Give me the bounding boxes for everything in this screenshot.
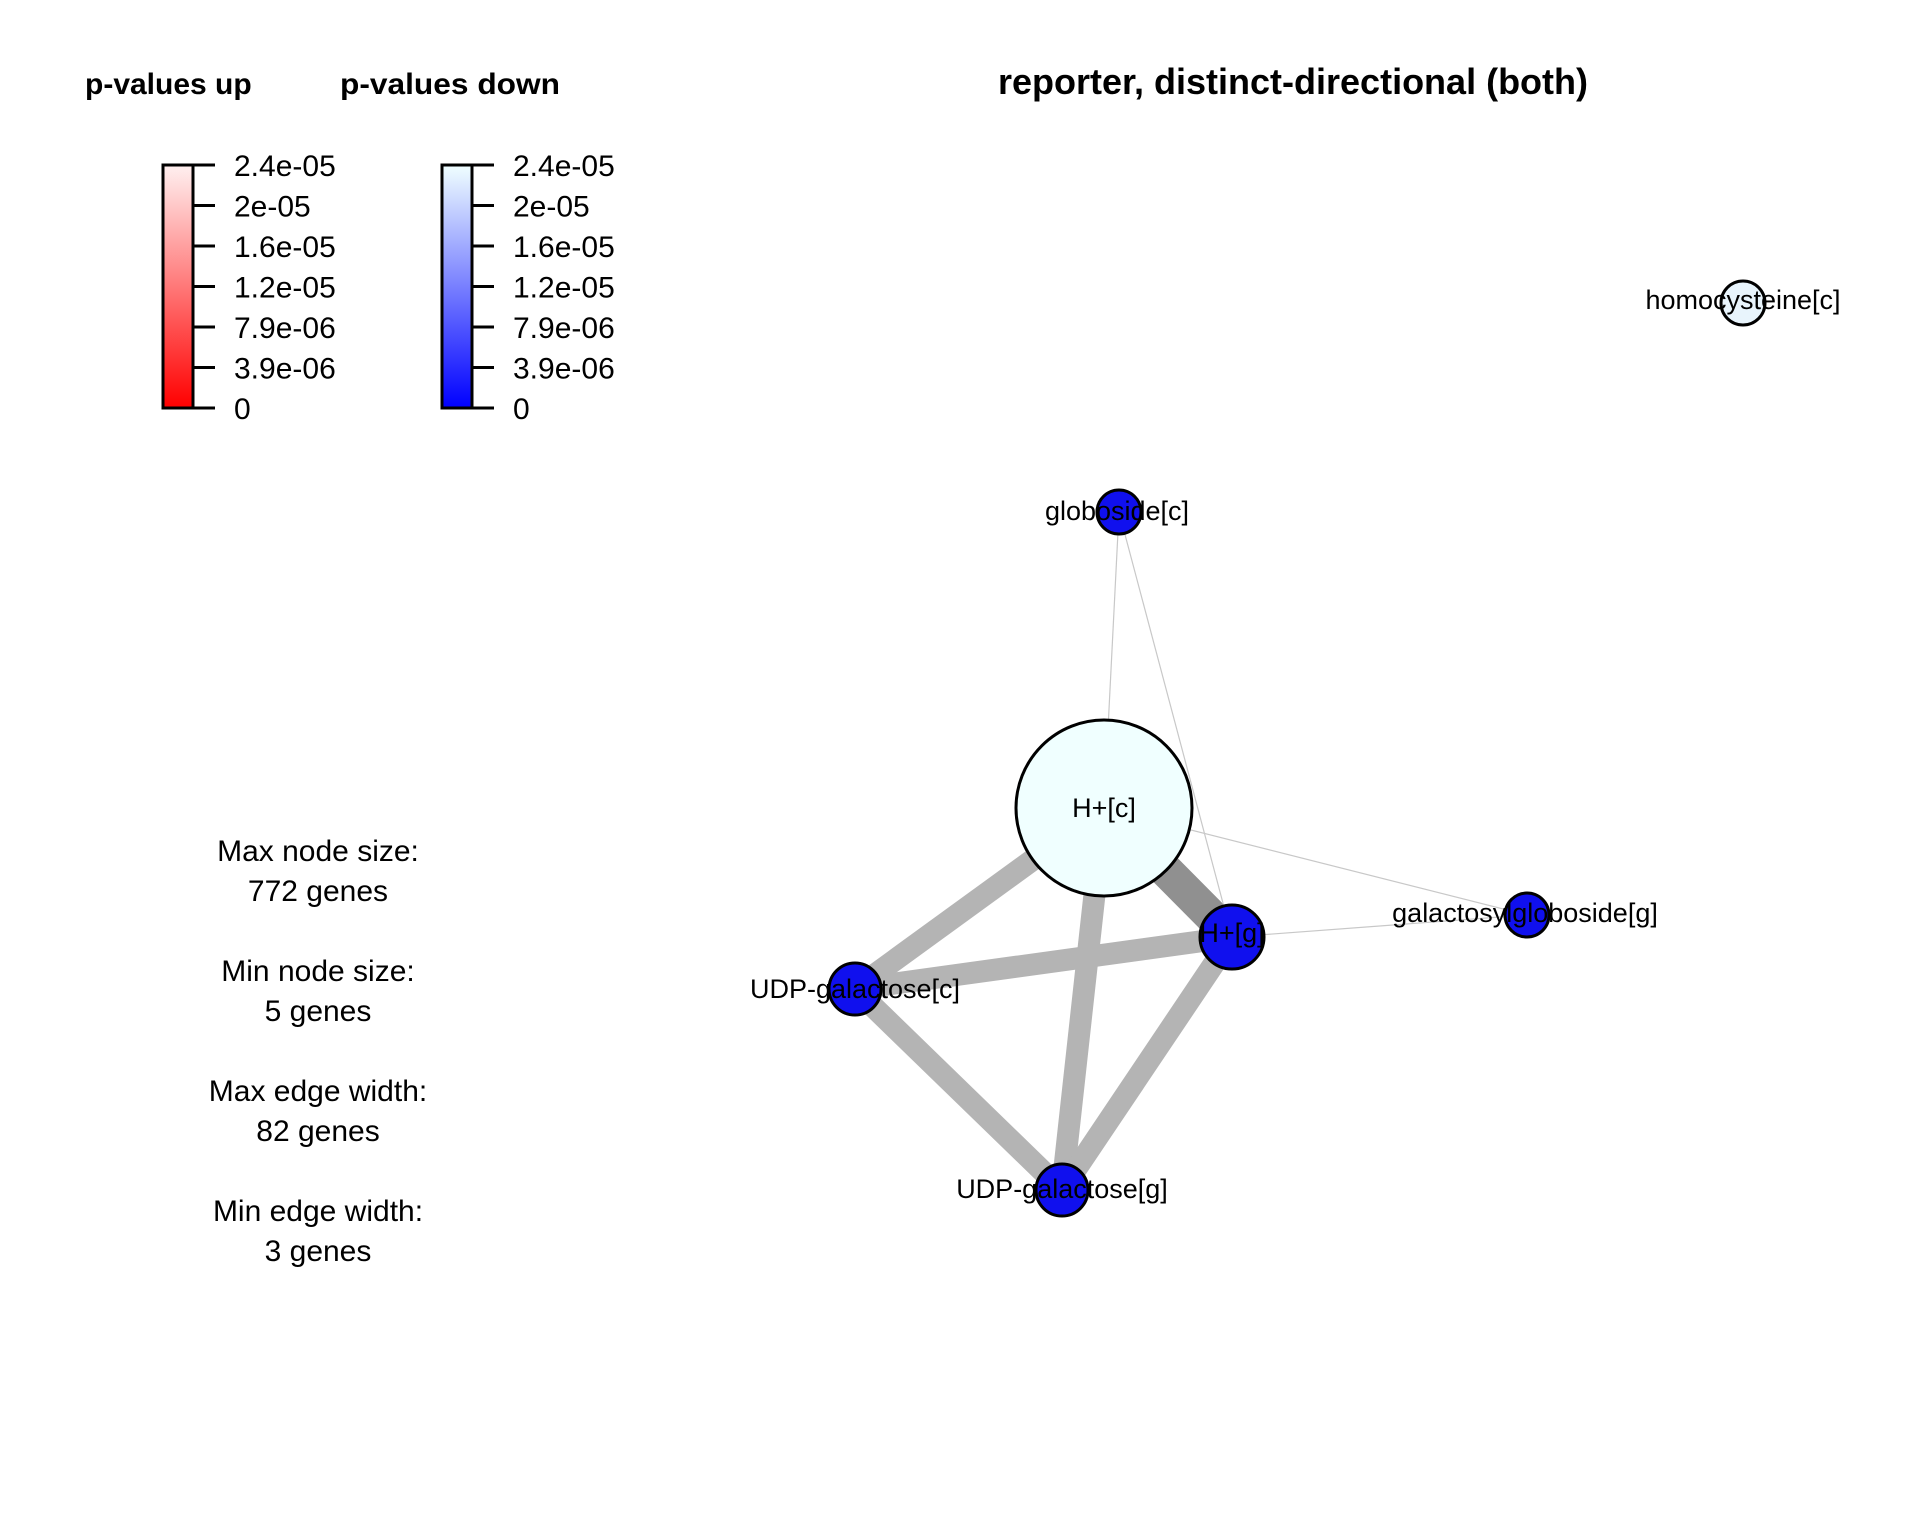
legend-up-tick-label: 1.2e-05 [234, 272, 336, 305]
min-node-size-label: Min node size: [221, 955, 414, 988]
legend-up-tick-label: 0 [234, 393, 251, 426]
max-node-size-label: Max node size: [217, 835, 419, 868]
chart-title: reporter, distinct-directional (both) [998, 61, 1588, 102]
legend-down-colorbar [440, 163, 474, 410]
legend-down-tick-label: 0 [513, 393, 530, 426]
max-edge-width-label: Max edge width: [209, 1075, 427, 1108]
legend-up: p-values up 2.4e-05 2e-05 1.6e-05 1.2e-05 7.… [85, 68, 336, 426]
legend-up-colorbar [161, 163, 195, 410]
legend-up-title: p-values up [85, 68, 252, 101]
legend-down-tick-label: 1.6e-05 [513, 231, 615, 264]
edges [847, 511, 1528, 1198]
min-edge-width-value: 3 genes [265, 1235, 372, 1268]
edge-globc-hg [1118, 511, 1233, 938]
node-label-udpc: UDP-galactose[c] [750, 974, 960, 1004]
size-stats: Max node size: 772 genes Min node size: … [209, 835, 427, 1268]
legend-down-title: p-values down [340, 68, 560, 101]
legend-down-ticks: 2.4e-05 2e-05 1.6e-05 1.2e-05 7.9e-06 3.9e-06… [472, 150, 615, 426]
node-galg [1503, 891, 1551, 939]
node-label-hc: H+[c] [1072, 793, 1136, 823]
edge-udpc-hg [853, 926, 1234, 1000]
edge-hg-galg [1231, 914, 1528, 938]
legend-down-tick-label: 3.9e-06 [513, 353, 615, 386]
legend-down-tick-label: 2e-05 [513, 191, 590, 224]
edge-udpg-hg [1052, 930, 1242, 1197]
node-udpc [827, 961, 883, 1017]
node-hc [1014, 718, 1194, 898]
max-edge-width-value: 82 genes [256, 1115, 379, 1148]
legend-down-tick-label: 7.9e-06 [513, 312, 615, 345]
legend-up-tick-label: 2e-05 [234, 191, 311, 224]
node-label-galg: galactosylgloboside[g] [1392, 898, 1658, 928]
node-homoc [1719, 279, 1767, 327]
legend-up-ticks: 2.4e-05 2e-05 1.6e-05 1.2e-05 7.9e-06 3.9e-06… [193, 150, 336, 426]
node-hg [1198, 903, 1266, 971]
node-labels: H+[c] H+[g] UDP-galactose[c] UDP-galactose[… [750, 285, 1841, 1204]
legend-up-tick-label: 3.9e-06 [234, 353, 336, 386]
node-label-hg: H+[g] [1199, 918, 1264, 948]
node-label-udpg: UDP-galactose[g] [956, 1174, 1168, 1204]
legend-up-tick-label: 7.9e-06 [234, 312, 336, 345]
legend-up-tick-label: 1.6e-05 [234, 231, 336, 264]
min-edge-width-label: Min edge width: [213, 1195, 423, 1228]
legend-down-tick-label: 2.4e-05 [513, 150, 615, 183]
min-node-size-value: 5 genes [265, 995, 372, 1028]
legend-down: p-values down 2.4e-05 2e-05 1.6e-05 1.2e-05… [340, 68, 615, 426]
max-node-size-value: 772 genes [248, 875, 388, 908]
edge-udpc-udpg [847, 981, 1070, 1198]
node-globc [1095, 488, 1143, 536]
node-label-globc: globoside[c] [1045, 496, 1189, 526]
legend-up-tick-label: 2.4e-05 [234, 150, 336, 183]
node-udpg [1034, 1162, 1090, 1218]
nodes [827, 279, 1767, 1218]
legend-down-tick-label: 1.2e-05 [513, 272, 615, 305]
node-label-homoc: homocysteine[c] [1645, 285, 1840, 315]
